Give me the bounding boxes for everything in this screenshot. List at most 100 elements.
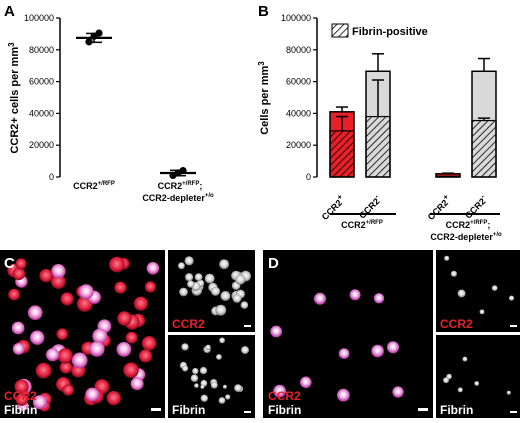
- cell: [219, 337, 226, 344]
- cell: [144, 281, 156, 293]
- cell: [205, 344, 211, 350]
- cell: [200, 384, 205, 389]
- cell: [179, 287, 188, 297]
- cell: [185, 273, 194, 282]
- cell: [444, 255, 450, 261]
- cell: [78, 284, 94, 300]
- chart-a-ytick-label: 0: [49, 172, 54, 182]
- cell: [187, 280, 195, 288]
- cell: [59, 361, 73, 374]
- cell: [85, 387, 100, 402]
- scale-bar: [510, 325, 517, 327]
- cell: [225, 394, 231, 400]
- cell: [392, 386, 404, 398]
- micrograph-c-cells: [7, 256, 160, 412]
- chart-b-ytick-label: 80000: [286, 45, 311, 55]
- cell: [11, 321, 25, 335]
- chart-b-category-label: CCR2-: [461, 192, 490, 221]
- cell: [116, 342, 132, 357]
- chart-b-category-label: CCR2-: [355, 192, 384, 221]
- chart-b-category-label: CCR2+: [424, 192, 454, 222]
- cell: [349, 289, 361, 301]
- cell: [491, 285, 498, 291]
- cell: [474, 381, 480, 386]
- cell: [89, 341, 105, 357]
- cell: [60, 292, 74, 306]
- chart-b: 0 20000 40000 60000 80000 100000 Cells per mm…: [257, 13, 502, 242]
- chart-b-ytick-label: 100000: [281, 13, 311, 23]
- scale-bar: [244, 325, 251, 327]
- cell: [218, 397, 226, 404]
- cell: [92, 328, 108, 344]
- cell: [386, 341, 400, 354]
- cell: [219, 259, 230, 270]
- cell: [39, 269, 53, 283]
- panel-letter-b: B: [258, 3, 269, 20]
- cell: [184, 256, 194, 266]
- cell: [232, 293, 242, 303]
- chart-a-category-2-line2: CCR2-depleter+/o: [142, 193, 214, 203]
- chart-a-ytick-label: 20000: [29, 140, 54, 150]
- cell: [210, 286, 221, 296]
- group-label-2-line2: CCR2-depleter+/o: [430, 232, 502, 242]
- cell: [12, 343, 25, 355]
- cell: [508, 295, 515, 301]
- cell: [51, 274, 66, 289]
- scale-bar: [510, 411, 517, 413]
- chart-b-ytick-label: 0: [306, 172, 311, 182]
- cell: [314, 292, 326, 305]
- micrograph-d-inset-label-ccr2: CCR2: [440, 317, 473, 331]
- cell: [220, 291, 231, 301]
- legend-label: Fibrin-positive: [352, 26, 428, 38]
- cell: [240, 301, 249, 309]
- scale-bar: [418, 408, 428, 411]
- cell: [117, 311, 132, 326]
- chart-b-bar-fibrin: [471, 119, 497, 178]
- cell: [71, 352, 88, 369]
- cell: [506, 390, 511, 395]
- cell: [30, 330, 45, 345]
- cell: [133, 296, 148, 311]
- chart-b-ytick-label: 20000: [286, 140, 311, 150]
- cell: [14, 379, 29, 394]
- cell: [270, 325, 283, 338]
- cell: [181, 343, 189, 351]
- chart-b-ylabel: Cells per mm3: [257, 61, 271, 135]
- cell: [46, 348, 60, 362]
- cell: [138, 349, 153, 363]
- group-label-1: CCR2+/RFP: [341, 220, 383, 230]
- panel-letter-c: C: [4, 255, 15, 272]
- cell: [234, 384, 242, 392]
- cell: [114, 281, 127, 294]
- cell: [443, 377, 449, 384]
- micrograph-d-inset-top-cells: [444, 255, 515, 315]
- micrograph-c-inset-top-cells: [177, 256, 252, 316]
- chart-b-bar-fibrin: [329, 130, 355, 178]
- cell: [235, 274, 246, 285]
- micrograph-d: D CCR2 Fibrin CCR2 Fibrin: [263, 250, 520, 418]
- cell: [204, 273, 215, 284]
- chart-b-legend: Fibrin-positive: [331, 23, 428, 38]
- cell: [32, 395, 48, 410]
- cell: [57, 348, 73, 364]
- scale-bar: [151, 408, 161, 411]
- micrograph-c-label-ccr2: CCR2: [4, 389, 37, 403]
- cell: [12, 267, 26, 281]
- chart-a-ytick-label: 80000: [29, 45, 54, 55]
- chart-a: 0 20000 40000 60000 80000 100000 CCR2+ cells …: [7, 13, 214, 203]
- micrograph-d-cells: [270, 289, 404, 402]
- chart-a-ytick-label: 60000: [29, 77, 54, 87]
- cell: [190, 374, 199, 383]
- cell: [109, 256, 125, 273]
- micrograph-c-inset-bottom-cells: [179, 337, 249, 404]
- cell: [15, 258, 27, 270]
- panel-letter-a: A: [4, 3, 15, 20]
- cell: [194, 383, 199, 388]
- micrograph-c-inset-label-fibrin: Fibrin: [172, 403, 205, 417]
- cell: [62, 384, 74, 396]
- micrograph-d-label-fibrin: Fibrin: [268, 403, 301, 417]
- cell: [182, 365, 189, 372]
- chart-b-yaxis: 0 20000 40000 60000 80000 100000 Cells per mm…: [257, 13, 318, 182]
- chart-b-ytick-label: 40000: [286, 108, 311, 118]
- chart-a-category-1: CCR2+/RFP: [73, 181, 115, 191]
